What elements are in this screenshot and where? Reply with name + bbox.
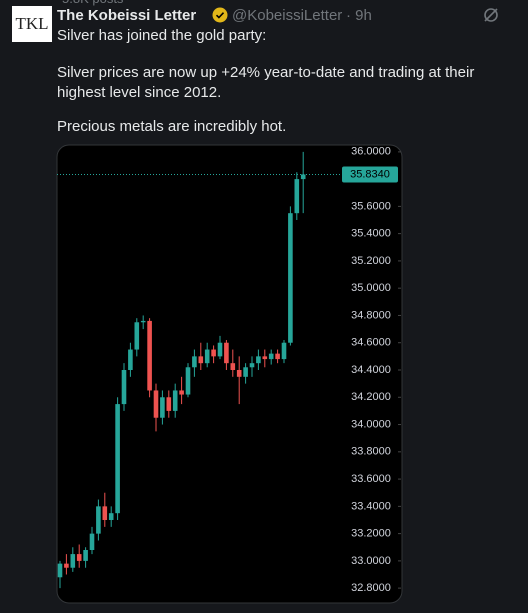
candle-body	[121, 370, 127, 405]
y-tick-label: 32.8000	[351, 582, 391, 594]
candle-body	[300, 174, 306, 180]
y-tick-label: 33.8000	[351, 446, 391, 458]
candle-body	[160, 397, 165, 418]
candle-body	[153, 390, 159, 418]
candle-body	[217, 342, 223, 357]
y-tick-label: 35.2000	[351, 255, 391, 267]
candle-body	[288, 213, 293, 343]
candle-body	[192, 356, 197, 368]
candle-body	[108, 513, 114, 520]
posts-count: 5.8K posts	[62, 0, 123, 8]
candle-body	[89, 533, 95, 550]
candle-body	[294, 179, 300, 214]
y-tick-label: 33.2000	[351, 528, 391, 540]
candle-body	[166, 397, 172, 411]
y-tick-label: 33.6000	[351, 473, 391, 485]
candle-body	[256, 356, 261, 364]
candle-body	[64, 563, 69, 568]
candle-body	[76, 554, 82, 561]
y-tick-label: 34.8000	[351, 309, 391, 321]
y-tick-label: 35.6000	[351, 200, 391, 212]
candle-body	[198, 356, 204, 364]
candle-body	[128, 349, 133, 370]
candle-body	[224, 342, 229, 364]
candle-body	[134, 322, 140, 350]
candle-body	[172, 390, 178, 411]
candle-body	[262, 356, 268, 360]
candle-body	[275, 353, 280, 360]
candle-body	[211, 349, 216, 357]
candle-body	[249, 363, 255, 368]
candle-body	[204, 349, 210, 364]
post-time[interactable]: · 9h	[346, 7, 372, 24]
y-tick-label: 34.6000	[351, 337, 391, 349]
candle-body	[185, 367, 191, 395]
current-price-box	[342, 166, 398, 183]
candle-body	[102, 506, 108, 520]
candle-body	[268, 353, 274, 360]
candle-body	[57, 563, 63, 578]
candle-body	[243, 367, 248, 377]
candle-body	[236, 370, 242, 377]
plot-area: 32.8000 33.0000 33.2000 33.4000 33.6000 33.80…	[57, 146, 401, 594]
candle-body	[281, 342, 287, 360]
candle-body	[179, 390, 184, 395]
candle-body	[140, 320, 146, 323]
candle-body	[70, 554, 76, 568]
verified-badge	[212, 7, 228, 23]
candle-body	[83, 550, 88, 561]
author-handle[interactable]: @KobeissiLetter	[232, 7, 343, 24]
y-tick-label: 33.0000	[351, 555, 391, 567]
y-tick-label: 35.0000	[351, 282, 391, 294]
candle-body	[230, 363, 236, 370]
tweet-text: Silver prices are now up +24% year-to-da…	[57, 64, 475, 101]
candle-body	[147, 320, 152, 391]
candle-body	[96, 506, 101, 534]
y-tick-label: 35.4000	[351, 228, 391, 240]
chart-frame	[56, 144, 403, 604]
grok-icon[interactable]	[482, 6, 500, 24]
tweet-text: Silver has joined the gold party:	[57, 27, 267, 44]
y-tick-label: 34.2000	[351, 391, 391, 403]
avatar[interactable]: TKL	[12, 6, 52, 42]
author-name[interactable]: The Kobeissi Letter	[57, 7, 197, 24]
y-tick-label: 34.4000	[351, 364, 391, 376]
y-tick-label: 36.0000	[351, 146, 391, 158]
y-tick-label: 33.4000	[351, 500, 391, 512]
candle-body	[115, 404, 120, 514]
tweet-text: Precious metals are incredibly hot.	[57, 118, 287, 135]
y-tick-label: 34.0000	[351, 418, 391, 430]
current-price-label: 35.8340	[350, 168, 390, 180]
